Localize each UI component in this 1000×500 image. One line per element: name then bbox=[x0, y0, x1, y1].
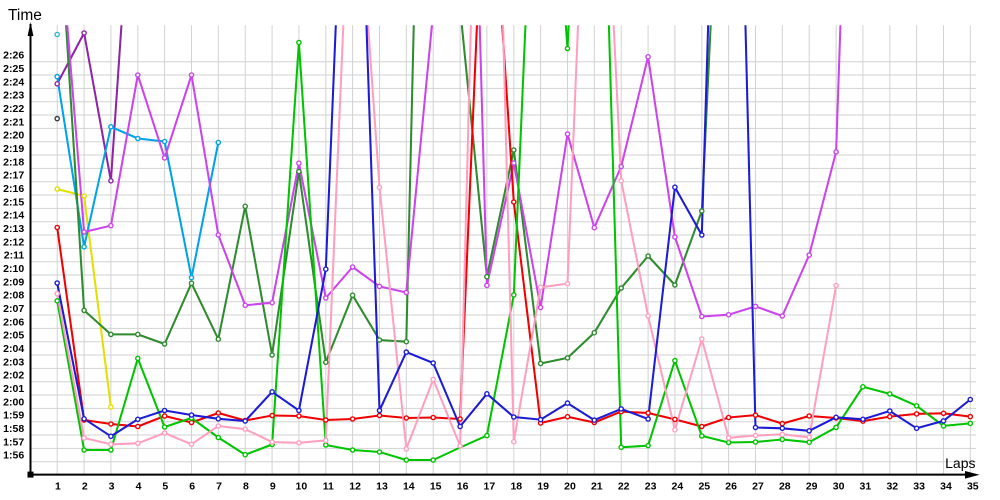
svg-text:2:04: 2:04 bbox=[3, 343, 24, 355]
svg-text:1: 1 bbox=[55, 481, 61, 493]
svg-text:10: 10 bbox=[296, 481, 308, 493]
svg-text:2:26: 2:26 bbox=[3, 50, 24, 62]
svg-text:26: 26 bbox=[725, 481, 737, 493]
svg-text:20: 20 bbox=[564, 481, 576, 493]
svg-text:2:05: 2:05 bbox=[3, 330, 24, 342]
svg-text:2:13: 2:13 bbox=[3, 223, 24, 235]
svg-text:2:22: 2:22 bbox=[3, 103, 24, 115]
svg-text:Laps: Laps bbox=[945, 455, 975, 471]
svg-text:2:07: 2:07 bbox=[3, 303, 24, 315]
svg-text:2:08: 2:08 bbox=[3, 290, 24, 302]
svg-text:5: 5 bbox=[162, 481, 168, 493]
svg-text:31: 31 bbox=[860, 481, 872, 493]
svg-text:12: 12 bbox=[349, 481, 361, 493]
svg-text:2:24: 2:24 bbox=[3, 76, 24, 88]
svg-text:Time: Time bbox=[8, 7, 42, 24]
svg-text:28: 28 bbox=[779, 481, 791, 493]
svg-text:27: 27 bbox=[752, 481, 764, 493]
svg-text:25: 25 bbox=[698, 481, 710, 493]
svg-text:2:20: 2:20 bbox=[3, 130, 24, 142]
svg-text:2:10: 2:10 bbox=[3, 263, 24, 275]
svg-text:2:00: 2:00 bbox=[3, 396, 24, 408]
svg-text:2:18: 2:18 bbox=[3, 156, 24, 168]
svg-text:2:17: 2:17 bbox=[3, 170, 24, 182]
svg-text:3: 3 bbox=[109, 481, 115, 493]
svg-text:30: 30 bbox=[833, 481, 845, 493]
svg-text:2:23: 2:23 bbox=[3, 90, 24, 102]
svg-text:9: 9 bbox=[270, 481, 276, 493]
svg-text:1:59: 1:59 bbox=[3, 410, 24, 422]
svg-text:15: 15 bbox=[430, 481, 442, 493]
svg-text:1:57: 1:57 bbox=[3, 436, 24, 448]
svg-text:8: 8 bbox=[243, 481, 249, 493]
svg-text:2:03: 2:03 bbox=[3, 356, 24, 368]
svg-text:29: 29 bbox=[806, 481, 818, 493]
svg-text:4: 4 bbox=[136, 481, 142, 493]
svg-text:17: 17 bbox=[484, 481, 496, 493]
svg-text:21: 21 bbox=[591, 481, 603, 493]
svg-text:24: 24 bbox=[672, 481, 684, 493]
svg-text:2:06: 2:06 bbox=[3, 316, 24, 328]
svg-text:2:25: 2:25 bbox=[3, 63, 24, 75]
svg-text:11: 11 bbox=[323, 481, 334, 493]
svg-text:14: 14 bbox=[403, 481, 415, 493]
svg-text:1:58: 1:58 bbox=[3, 423, 24, 435]
svg-text:2:21: 2:21 bbox=[3, 116, 24, 128]
svg-text:6: 6 bbox=[189, 481, 195, 493]
svg-text:18: 18 bbox=[510, 481, 522, 493]
svg-text:22: 22 bbox=[618, 481, 630, 493]
svg-text:2:16: 2:16 bbox=[3, 183, 24, 195]
svg-text:2:11: 2:11 bbox=[4, 250, 25, 262]
svg-text:2:14: 2:14 bbox=[3, 210, 24, 222]
svg-text:2:15: 2:15 bbox=[3, 196, 24, 208]
svg-text:7: 7 bbox=[216, 481, 222, 493]
svg-text:2:19: 2:19 bbox=[3, 143, 24, 155]
svg-text:35: 35 bbox=[967, 481, 979, 493]
svg-text:19: 19 bbox=[537, 481, 549, 493]
svg-text:2: 2 bbox=[82, 481, 88, 493]
svg-text:16: 16 bbox=[457, 481, 469, 493]
svg-text:13: 13 bbox=[376, 481, 388, 493]
svg-text:33: 33 bbox=[913, 481, 925, 493]
svg-text:1:56: 1:56 bbox=[3, 450, 24, 462]
svg-text:2:09: 2:09 bbox=[3, 276, 24, 288]
svg-text:23: 23 bbox=[645, 481, 657, 493]
svg-text:2:02: 2:02 bbox=[3, 370, 24, 382]
svg-text:2:12: 2:12 bbox=[3, 236, 24, 248]
svg-text:34: 34 bbox=[940, 481, 952, 493]
svg-text:2:01: 2:01 bbox=[3, 383, 24, 395]
svg-text:32: 32 bbox=[886, 481, 898, 493]
